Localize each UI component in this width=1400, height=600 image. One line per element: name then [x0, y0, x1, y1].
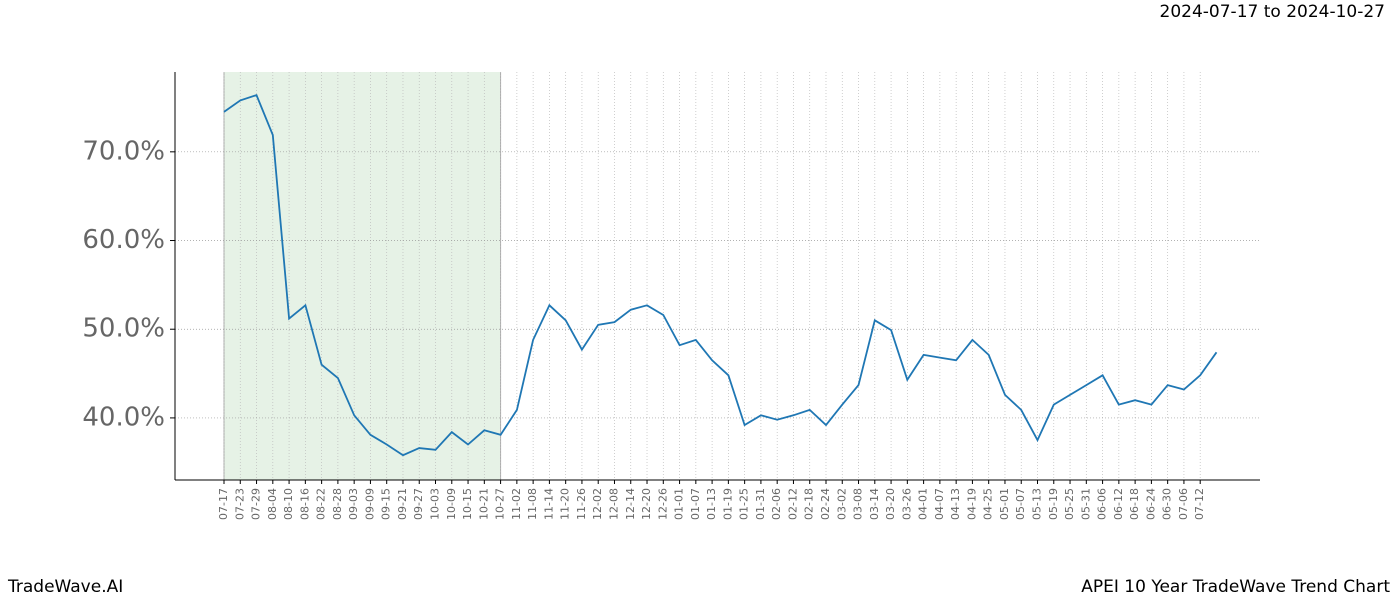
x-tick-label: 04-19	[965, 488, 978, 520]
x-tick-label: 07-12	[1193, 488, 1206, 520]
x-tick-label: 04-13	[949, 488, 962, 520]
x-tick-label: 02-24	[819, 488, 832, 520]
x-tick-label: 08-28	[331, 488, 344, 520]
y-tick-label: 40.0%	[82, 402, 165, 432]
x-tick-label: 05-19	[1047, 488, 1060, 520]
x-tick-label: 03-26	[900, 488, 913, 520]
x-tick-label: 06-30	[1161, 488, 1174, 520]
x-tick-label: 06-24	[1144, 488, 1157, 520]
x-tick-label: 02-12	[786, 488, 799, 520]
x-tick-label: 12-26	[656, 488, 669, 520]
x-tick-label: 09-09	[363, 488, 376, 520]
x-tick-label: 08-22	[315, 488, 328, 520]
x-tick-label: 08-10	[282, 488, 295, 520]
x-tick-label: 06-18	[1128, 488, 1141, 520]
x-tick-label: 09-15	[380, 488, 393, 520]
x-tick-label: 01-01	[673, 488, 686, 520]
x-tick-label: 02-18	[803, 488, 816, 520]
x-tick-label: 09-21	[396, 488, 409, 520]
x-tick-label: 05-07	[1014, 488, 1027, 520]
y-tick-label: 60.0%	[82, 225, 165, 255]
x-tick-label: 10-09	[445, 488, 458, 520]
x-tick-label: 03-20	[884, 488, 897, 520]
x-tick-label: 07-29	[250, 488, 263, 520]
x-tick-label: 12-02	[591, 488, 604, 520]
x-tick-label: 11-20	[559, 488, 572, 520]
x-tick-label: 08-04	[266, 488, 279, 520]
x-tick-label: 01-07	[689, 488, 702, 520]
x-tick-label: 12-14	[624, 488, 637, 520]
footer-left: TradeWave.AI	[7, 577, 123, 597]
y-tick-label: 70.0%	[82, 136, 165, 166]
x-tick-label: 09-27	[412, 488, 425, 520]
x-tick-label: 04-01	[917, 488, 930, 520]
x-tick-label: 05-01	[998, 488, 1011, 520]
chart-title: 2024-07-17 to 2024-10-27	[1160, 2, 1385, 22]
x-tick-label: 11-26	[575, 488, 588, 520]
x-tick-label: 03-02	[835, 488, 848, 520]
x-tick-label: 02-06	[770, 488, 783, 520]
x-tick-label: 11-08	[526, 488, 539, 520]
x-tick-label: 08-16	[298, 488, 311, 520]
footer-right: APEI 10 Year TradeWave Trend Chart	[1081, 577, 1390, 597]
x-tick-label: 04-07	[933, 488, 946, 520]
x-tick-label: 12-20	[640, 488, 653, 520]
x-tick-label: 10-21	[477, 488, 490, 520]
x-tick-label: 10-27	[494, 488, 507, 520]
trend-line	[223, 93, 1218, 457]
x-tick-label: 03-08	[852, 488, 865, 520]
x-tick-label: 03-14	[868, 488, 881, 520]
x-tick-label: 11-02	[510, 488, 523, 520]
x-tick-label: 10-15	[461, 488, 474, 520]
x-tick-label: 07-06	[1177, 488, 1190, 520]
x-tick-label: 01-13	[705, 488, 718, 520]
x-tick-label: 09-03	[347, 488, 360, 520]
x-tick-label: 05-31	[1079, 488, 1092, 520]
x-tick-label: 01-25	[738, 488, 751, 520]
x-tick-label: 10-03	[429, 488, 442, 520]
x-tick-label: 05-13	[1031, 488, 1044, 520]
x-tick-label: 06-06	[1096, 488, 1109, 520]
x-tick-label: 11-14	[542, 488, 555, 520]
x-tick-label: 07-23	[233, 488, 246, 520]
x-tick-label: 01-31	[754, 488, 767, 520]
highlight-region	[224, 72, 501, 480]
x-tick-label: 05-25	[1063, 488, 1076, 520]
x-tick-label: 12-08	[607, 488, 620, 520]
x-tick-label: 01-19	[721, 488, 734, 520]
y-tick-label: 50.0%	[82, 314, 165, 344]
x-tick-label: 06-12	[1112, 488, 1125, 520]
x-tick-label: 07-17	[217, 488, 230, 520]
x-tick-label: 04-25	[982, 488, 995, 520]
